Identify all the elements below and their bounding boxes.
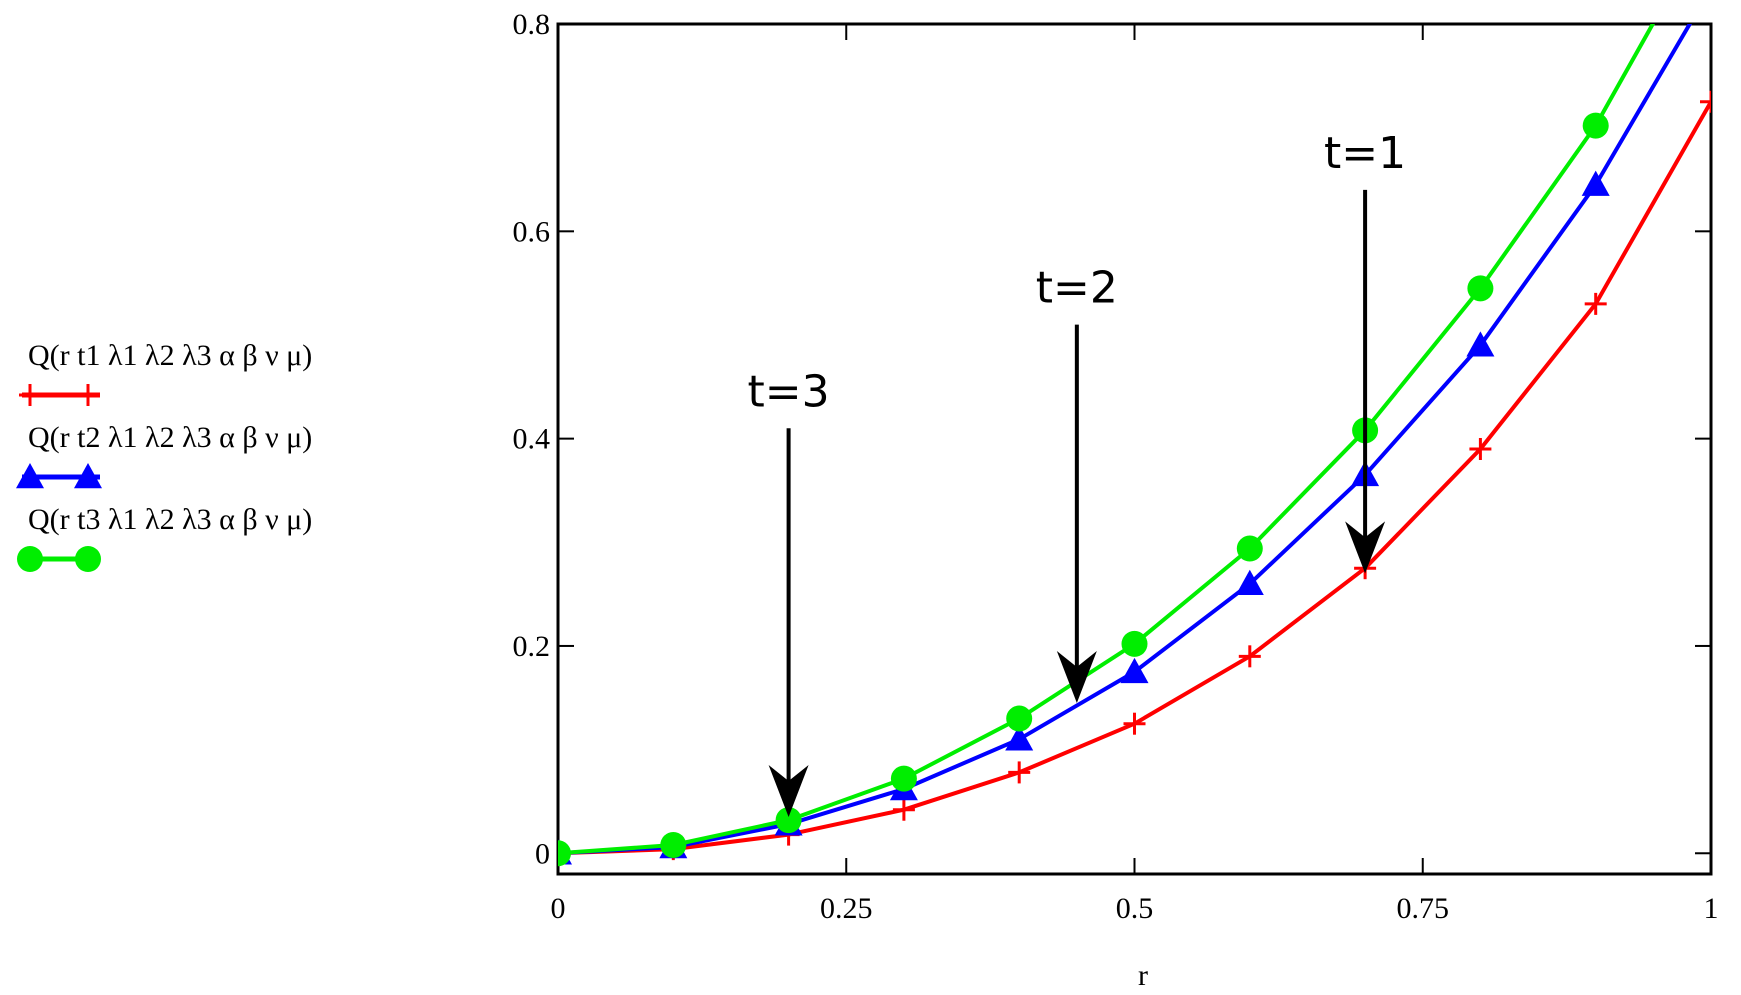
data-point-circle [660,831,687,858]
x-tick-label: 0.25 [820,892,873,925]
x-axis: 0 0.25 0.5 0.75 1 [551,24,1719,925]
annotation-label: t=3 [748,366,830,417]
data-point-plus [1584,292,1607,315]
annotations: t=1 t=2 t=3 [748,128,1406,817]
y-tick-label: 0 [535,837,550,870]
y-tick-label: 0.6 [513,215,551,248]
data-point-plus [77,384,99,406]
data-point-plus [892,798,915,821]
plot-frame [556,22,1713,876]
x-tick-label: 0.75 [1397,892,1450,925]
data-point-circle [1236,535,1263,562]
data-point-circle [1121,630,1148,657]
data-point-triangle [16,463,44,489]
data-point-triangle [1581,170,1610,196]
data-point-circle [558,840,571,867]
data-point-circle [1006,705,1033,732]
x-tick-label: 1 [1704,892,1719,925]
data-point-circle [1582,112,1609,139]
data-point-plus [1123,712,1146,735]
x-tick-label: 0 [551,892,566,925]
legend-label: Q(r t2 λ1 λ2 λ3 α β ν μ) [28,421,312,454]
y-axis: 0 0.2 0.4 0.6 0.8 [513,8,1711,870]
annotation-arrow [1056,324,1097,703]
data-point-circle [775,807,802,834]
data-point-circle [890,765,917,792]
data-point-triangle [74,463,102,489]
data-point-plus [1700,90,1711,113]
data-point-triangle [1466,331,1495,357]
annotation-label: t=1 [1324,128,1406,179]
legend: Q(r t1 λ1 λ2 λ3 α β ν μ) Q(r t2 λ1 λ2 λ3 … [16,339,312,572]
data-point-triangle [1120,657,1149,684]
annotation-arrow [1345,189,1386,574]
annotation-arrow [768,428,809,817]
data-point-triangle [1005,725,1034,751]
x-tick-label: 0.5 [1116,892,1154,925]
data-point-circle [17,546,43,572]
y-tick-label: 0.8 [513,8,551,41]
data-point-triangle [1235,569,1264,595]
data-point-plus [1469,438,1492,460]
data-point-plus [1238,645,1261,668]
series-markers [558,90,1711,867]
series-line-1 [558,100,1711,856]
y-tick-label: 0.4 [513,423,551,456]
annotation-label: t=2 [1036,263,1118,314]
data-point-circle [1467,275,1494,302]
data-point-plus [19,384,41,406]
x-axis-label: r [1138,959,1148,992]
y-tick-label: 0.2 [513,630,551,663]
data-point-circle [75,546,101,572]
legend-label: Q(r t1 λ1 λ2 λ3 α β ν μ) [28,339,312,372]
data-point-plus [1008,761,1031,784]
legend-label: Q(r t3 λ1 λ2 λ3 α β ν μ) [28,503,312,536]
